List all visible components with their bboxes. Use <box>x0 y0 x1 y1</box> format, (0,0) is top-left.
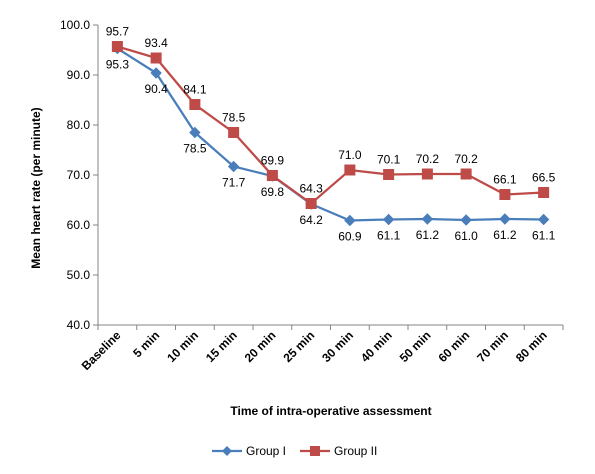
group-2-line <box>117 45 544 205</box>
group-1-data-label: 71.7 <box>222 176 246 190</box>
x-tick-label: 5 min <box>130 328 162 360</box>
group-2-data-label: 66.5 <box>532 171 556 185</box>
group-2-data-label: 70.2 <box>454 152 478 166</box>
x-tick-label: 60 min <box>435 328 472 365</box>
group-1-data-label: 95.3 <box>106 58 130 72</box>
group-2-data-label: 66.1 <box>493 173 517 187</box>
y-tick-label: 60.0 <box>67 218 91 232</box>
x-tick-label: 15 min <box>203 328 240 365</box>
y-tick-label: 100.0 <box>60 18 90 32</box>
group-1-marker <box>460 214 472 226</box>
group-2-marker <box>150 52 162 64</box>
x-tick-label: 70 min <box>474 328 511 365</box>
group-1-data-label: 78.5 <box>183 142 207 156</box>
plot-area: 40.0 50.0 60.0 70.0 80.0 90.0 100.0 Baseline 5 m… <box>60 18 564 373</box>
group-1-marker <box>150 67 162 79</box>
group-2-marker <box>383 169 395 180</box>
group-2-marker <box>266 170 278 181</box>
group-2-marker <box>538 187 550 198</box>
group-1-marker <box>537 213 550 226</box>
x-tick-label: Baseline <box>79 328 124 373</box>
group-2-marker <box>305 198 317 209</box>
group-2-marker <box>460 168 472 180</box>
group-1-marker <box>421 213 434 225</box>
group-1-marker <box>382 213 395 226</box>
legend: Group I Group II <box>212 444 377 458</box>
group-2-marker <box>344 164 356 176</box>
group-1-marker <box>344 214 356 227</box>
x-tick-label: 80 min <box>513 328 550 365</box>
x-tick-label: 40 min <box>358 328 395 365</box>
group-1-data-label: 61.2 <box>493 228 517 242</box>
x-tick-label: 30 min <box>319 328 356 365</box>
y-tick-label: 70.0 <box>67 168 91 182</box>
group-1-data-label: 61.1 <box>377 229 401 243</box>
group-2-data-label: 95.7 <box>106 25 130 39</box>
legend-item-group-1-label: Group I <box>246 444 286 458</box>
legend-item-group-1-marker <box>222 446 232 456</box>
group-2-marker <box>111 41 123 52</box>
group-1-marker <box>189 126 201 139</box>
group-2-data-label: 71.0 <box>338 148 362 162</box>
group-2-marker <box>421 168 433 180</box>
y-tick-label: 80.0 <box>67 118 91 132</box>
group-1-data-label: 61.1 <box>532 229 556 243</box>
group-2-data-label: 84.1 <box>183 83 207 97</box>
group-2-data-label: 64.3 <box>299 182 323 196</box>
group-1-data-label: 69.8 <box>261 185 285 199</box>
y-tick-label: 50.0 <box>67 268 91 282</box>
group-2-marker <box>189 99 201 110</box>
group-1-line <box>116 47 544 222</box>
x-axis-title: Time of intra-operative assessment <box>230 404 431 418</box>
y-tick-label: 90.0 <box>67 68 91 82</box>
group-2-marker <box>228 127 240 138</box>
group-1-data-label: 60.9 <box>338 230 362 244</box>
group-2-data-label: 70.1 <box>377 153 401 167</box>
y-axis-title: Mean heart rate (per minute) <box>29 107 43 268</box>
group-1-data-label: 61.2 <box>416 228 440 242</box>
group-2-data-label: 93.4 <box>144 36 168 50</box>
group-2-data-label: 69.9 <box>261 154 285 168</box>
legend-item-group-2-label: Group II <box>334 444 377 458</box>
group-1-marker <box>499 213 511 225</box>
x-tick-label: 20 min <box>242 328 279 365</box>
group-2-marker <box>499 189 511 200</box>
group-1-marker <box>227 160 240 173</box>
x-tick-label: 10 min <box>164 328 201 365</box>
legend-item-group-2-marker <box>310 446 320 456</box>
group-2-data-label: 70.2 <box>416 152 440 166</box>
group-2-data-label: 78.5 <box>222 111 246 125</box>
x-tick-label: 25 min <box>280 328 317 365</box>
group-1-data-label: 64.2 <box>299 213 323 227</box>
y-tick-label: 40.0 <box>67 318 91 332</box>
group-1-data-label: 61.0 <box>454 229 478 243</box>
group-1-data-label: 90.4 <box>144 82 168 96</box>
x-tick-label: 50 min <box>397 328 434 365</box>
